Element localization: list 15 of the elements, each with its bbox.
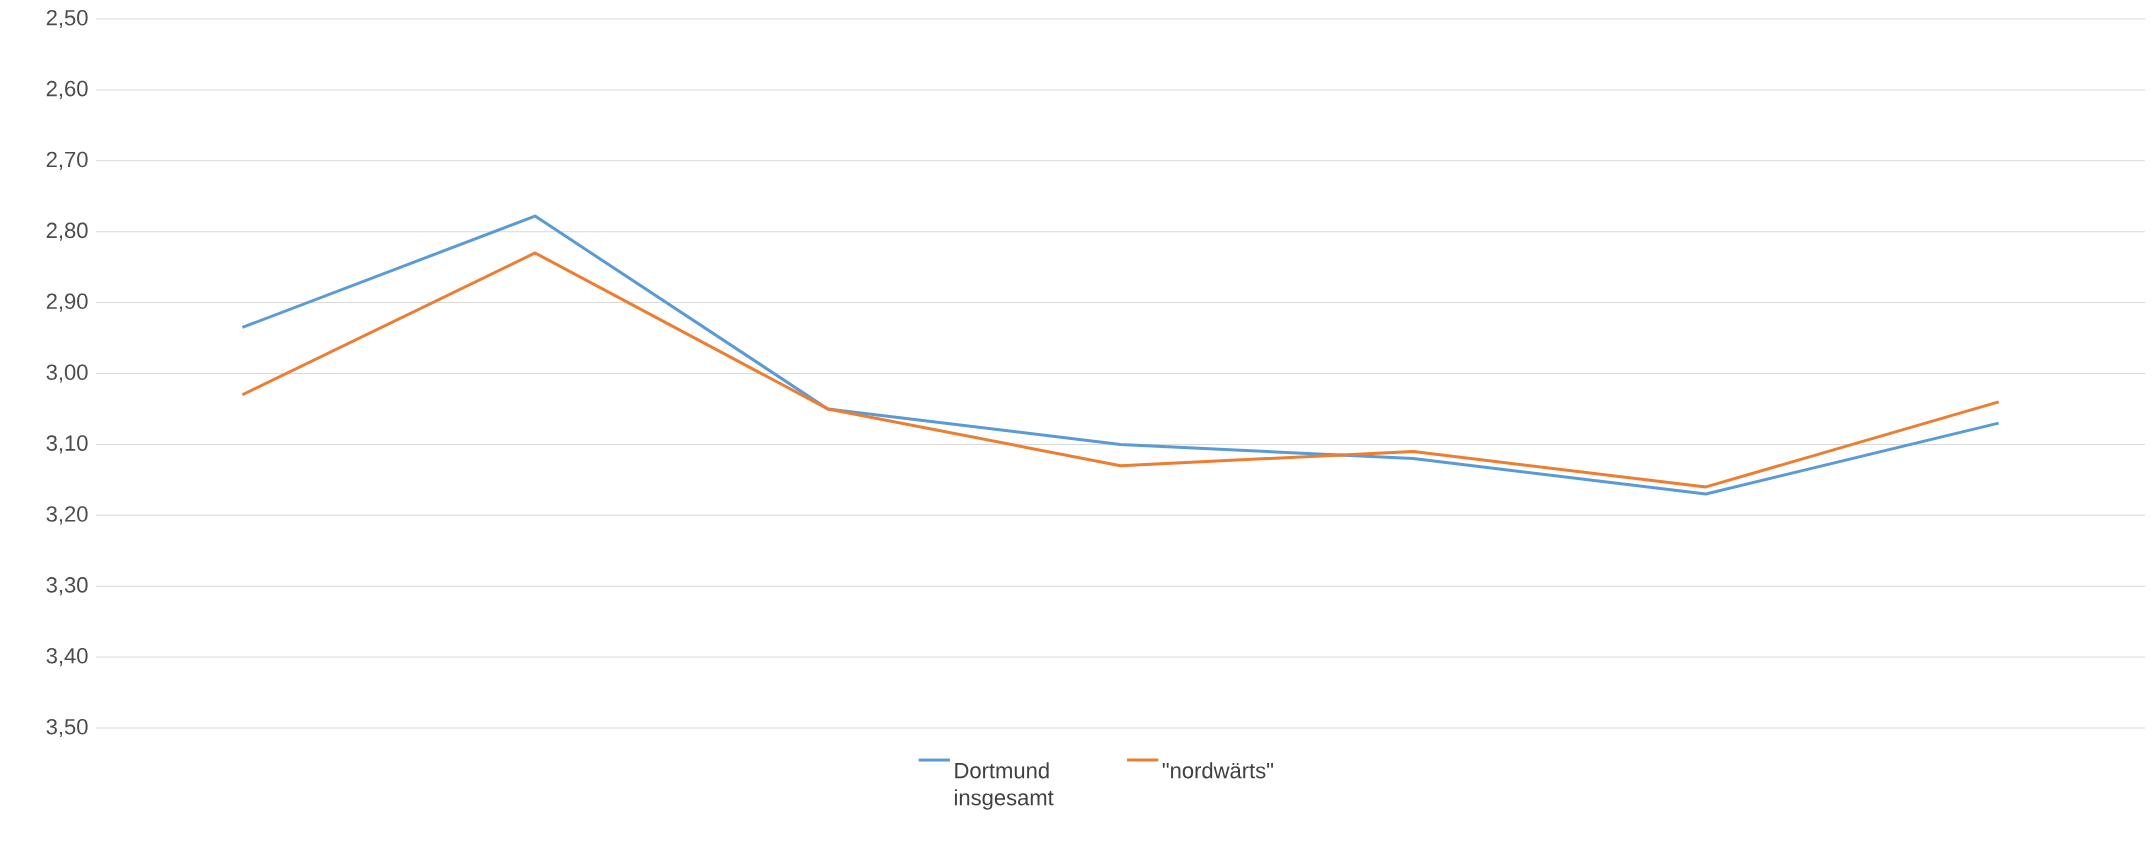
y-tick-label: 3,50 [46, 718, 88, 738]
y-tick-label: 3,30 [46, 577, 88, 596]
y-tick-label: 2,50 [46, 9, 88, 29]
legend-label: "nordwärts" [1162, 762, 1274, 779]
y-tick-label: 3,20 [46, 506, 88, 525]
y-tick-label: 2,90 [46, 293, 88, 312]
legend-label: Dortmund insgesamt [954, 762, 1054, 810]
y-tick-label: 2,80 [46, 222, 88, 241]
line-series [240, 251, 2001, 489]
y-tick-label: 2,70 [46, 151, 88, 170]
y-tick-label: 2,60 [46, 80, 88, 99]
y-tick-label: 3,10 [46, 435, 88, 454]
line-series [240, 214, 2001, 496]
y-tick-label: 3,00 [46, 364, 88, 383]
y-tick-label: 3,40 [46, 648, 88, 667]
